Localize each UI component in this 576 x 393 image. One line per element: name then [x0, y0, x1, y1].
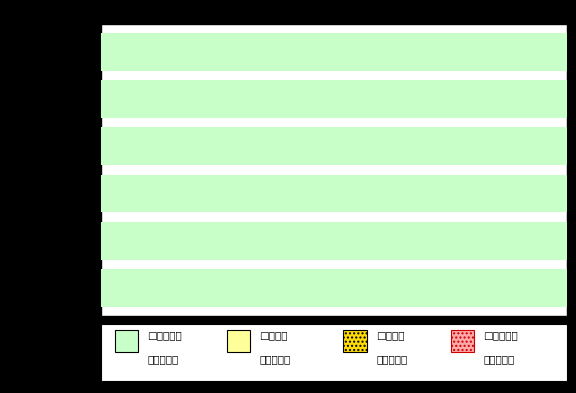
Bar [420, 83, 568, 116]
Bar [371, 83, 419, 116]
Text: 基準値以下: 基準値以下 [259, 354, 291, 365]
Text: 5.4
(3.5): 5.4 (3.5) [516, 231, 540, 250]
Text: 0.1
(0.6): 0.1 (0.6) [489, 45, 510, 59]
Text: 2.3
(0.6): 2.3 (0.6) [518, 140, 540, 153]
Bar [528, 130, 530, 163]
Text: 317
(84.6): 317 (84.6) [283, 137, 313, 156]
Text: 16.5
(78.6): 16.5 (78.6) [270, 278, 299, 298]
Text: □昼夜とも: □昼夜とも [147, 331, 182, 341]
Bar [468, 35, 498, 68]
Bar [498, 35, 501, 68]
Bar [101, 177, 521, 210]
FancyBboxPatch shape [450, 330, 474, 352]
Bar [101, 35, 468, 68]
Text: 526
(90.1): 526 (90.1) [297, 184, 325, 203]
Text: 1.2
(31.7): 1.2 (31.7) [479, 90, 509, 109]
Text: 2.3
(14.2): 2.3 (14.2) [520, 42, 549, 62]
Text: 25.7
(6.9): 25.7 (6.9) [499, 137, 524, 156]
Bar [101, 83, 371, 116]
Text: 12.7
(78.7): 12.7 (78.7) [270, 42, 299, 62]
FancyBboxPatch shape [115, 330, 138, 352]
Bar [537, 177, 539, 210]
Bar [539, 224, 567, 257]
Bar [521, 177, 537, 210]
Text: 0.4
(10.4): 0.4 (10.4) [381, 90, 410, 109]
Text: 基準値超過: 基準値超過 [483, 354, 514, 365]
Bar [520, 224, 536, 257]
Bar [101, 130, 495, 163]
Text: 2.2
(57.9): 2.2 (57.9) [221, 90, 251, 109]
FancyBboxPatch shape [227, 330, 250, 352]
Bar [479, 272, 567, 305]
Text: 35
(6.0): 35 (6.0) [541, 184, 566, 203]
Text: 1.1
(6.5): 1.1 (6.5) [471, 42, 495, 62]
Text: 9
(6.0): 9 (6.0) [541, 231, 565, 250]
Text: □昼夜とも: □昼夜とも [483, 331, 518, 341]
Bar [101, 224, 520, 257]
Bar [530, 130, 563, 163]
Text: 3.3
(0.6): 3.3 (0.6) [528, 187, 548, 200]
FancyBboxPatch shape [343, 330, 367, 352]
Text: 基準値以下: 基準値以下 [147, 354, 179, 365]
Text: 0.3
(1.4): 0.3 (1.4) [458, 278, 483, 298]
Text: 0.2
(1.0): 0.2 (1.0) [466, 281, 487, 295]
Bar [539, 177, 567, 210]
Bar [536, 224, 539, 257]
Text: 19.3
(3.3): 19.3 (3.3) [517, 184, 541, 203]
Bar [474, 272, 479, 305]
Text: □昼のみ: □昼のみ [259, 331, 288, 341]
Text: 基準値以下: 基準値以下 [376, 354, 407, 365]
Text: 4
(19.0): 4 (19.0) [509, 278, 537, 298]
Text: 138.4
(89.7): 138.4 (89.7) [295, 231, 325, 250]
Text: 1
(0.7): 1 (0.7) [526, 234, 548, 248]
Text: 29
(7.0): 29 (7.0) [535, 137, 559, 156]
Bar [101, 272, 468, 305]
Bar [495, 130, 528, 163]
Bar [468, 272, 474, 305]
Text: □夜のみ: □夜のみ [376, 331, 404, 341]
Text: 0
(0.1): 0 (0.1) [409, 92, 430, 106]
Bar [501, 35, 567, 68]
